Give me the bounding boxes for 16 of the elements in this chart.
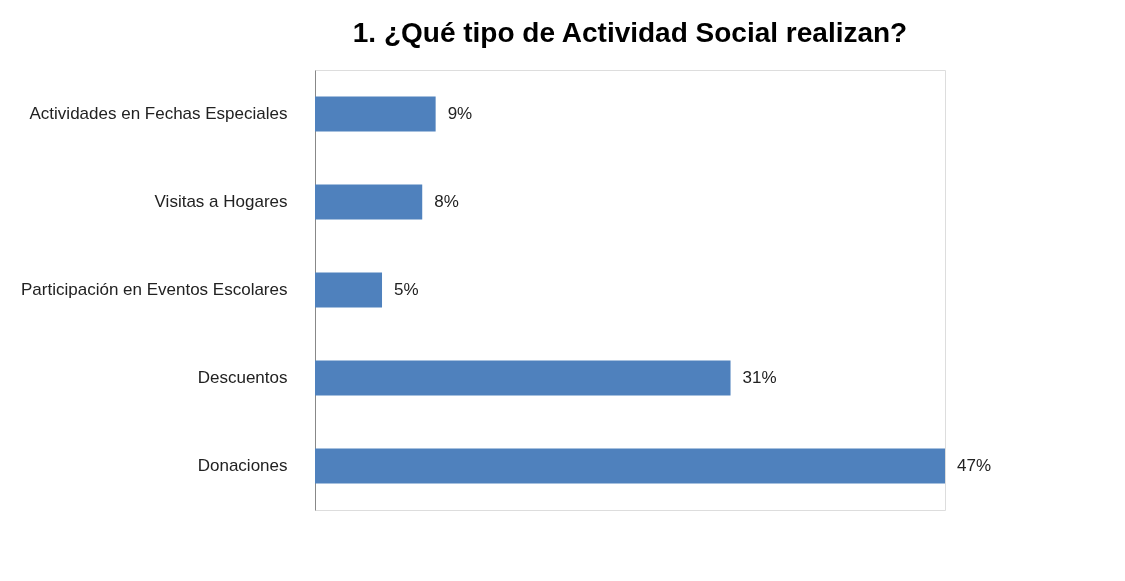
bar (315, 96, 436, 132)
y-tick-label: Participación en Eventos Escolares (21, 280, 288, 299)
data-label: 47% (957, 456, 992, 475)
data-label: 9% (447, 104, 473, 123)
data-label: 31% (742, 368, 777, 387)
bar (315, 448, 945, 484)
data-label: 8% (434, 192, 459, 211)
y-tick-label: Donaciones (197, 456, 288, 475)
chart-title: 1. ¿Qué tipo de Actividad Social realizan? (352, 17, 908, 48)
bar (315, 360, 731, 396)
bar (315, 272, 383, 308)
y-tick-label: Descuentos (197, 368, 288, 387)
y-tick-label: Visitas a Hogares (154, 192, 288, 211)
data-label: 5% (394, 280, 419, 299)
bar (315, 184, 423, 220)
y-tick-label: Actividades en Fechas Especiales (29, 104, 288, 123)
